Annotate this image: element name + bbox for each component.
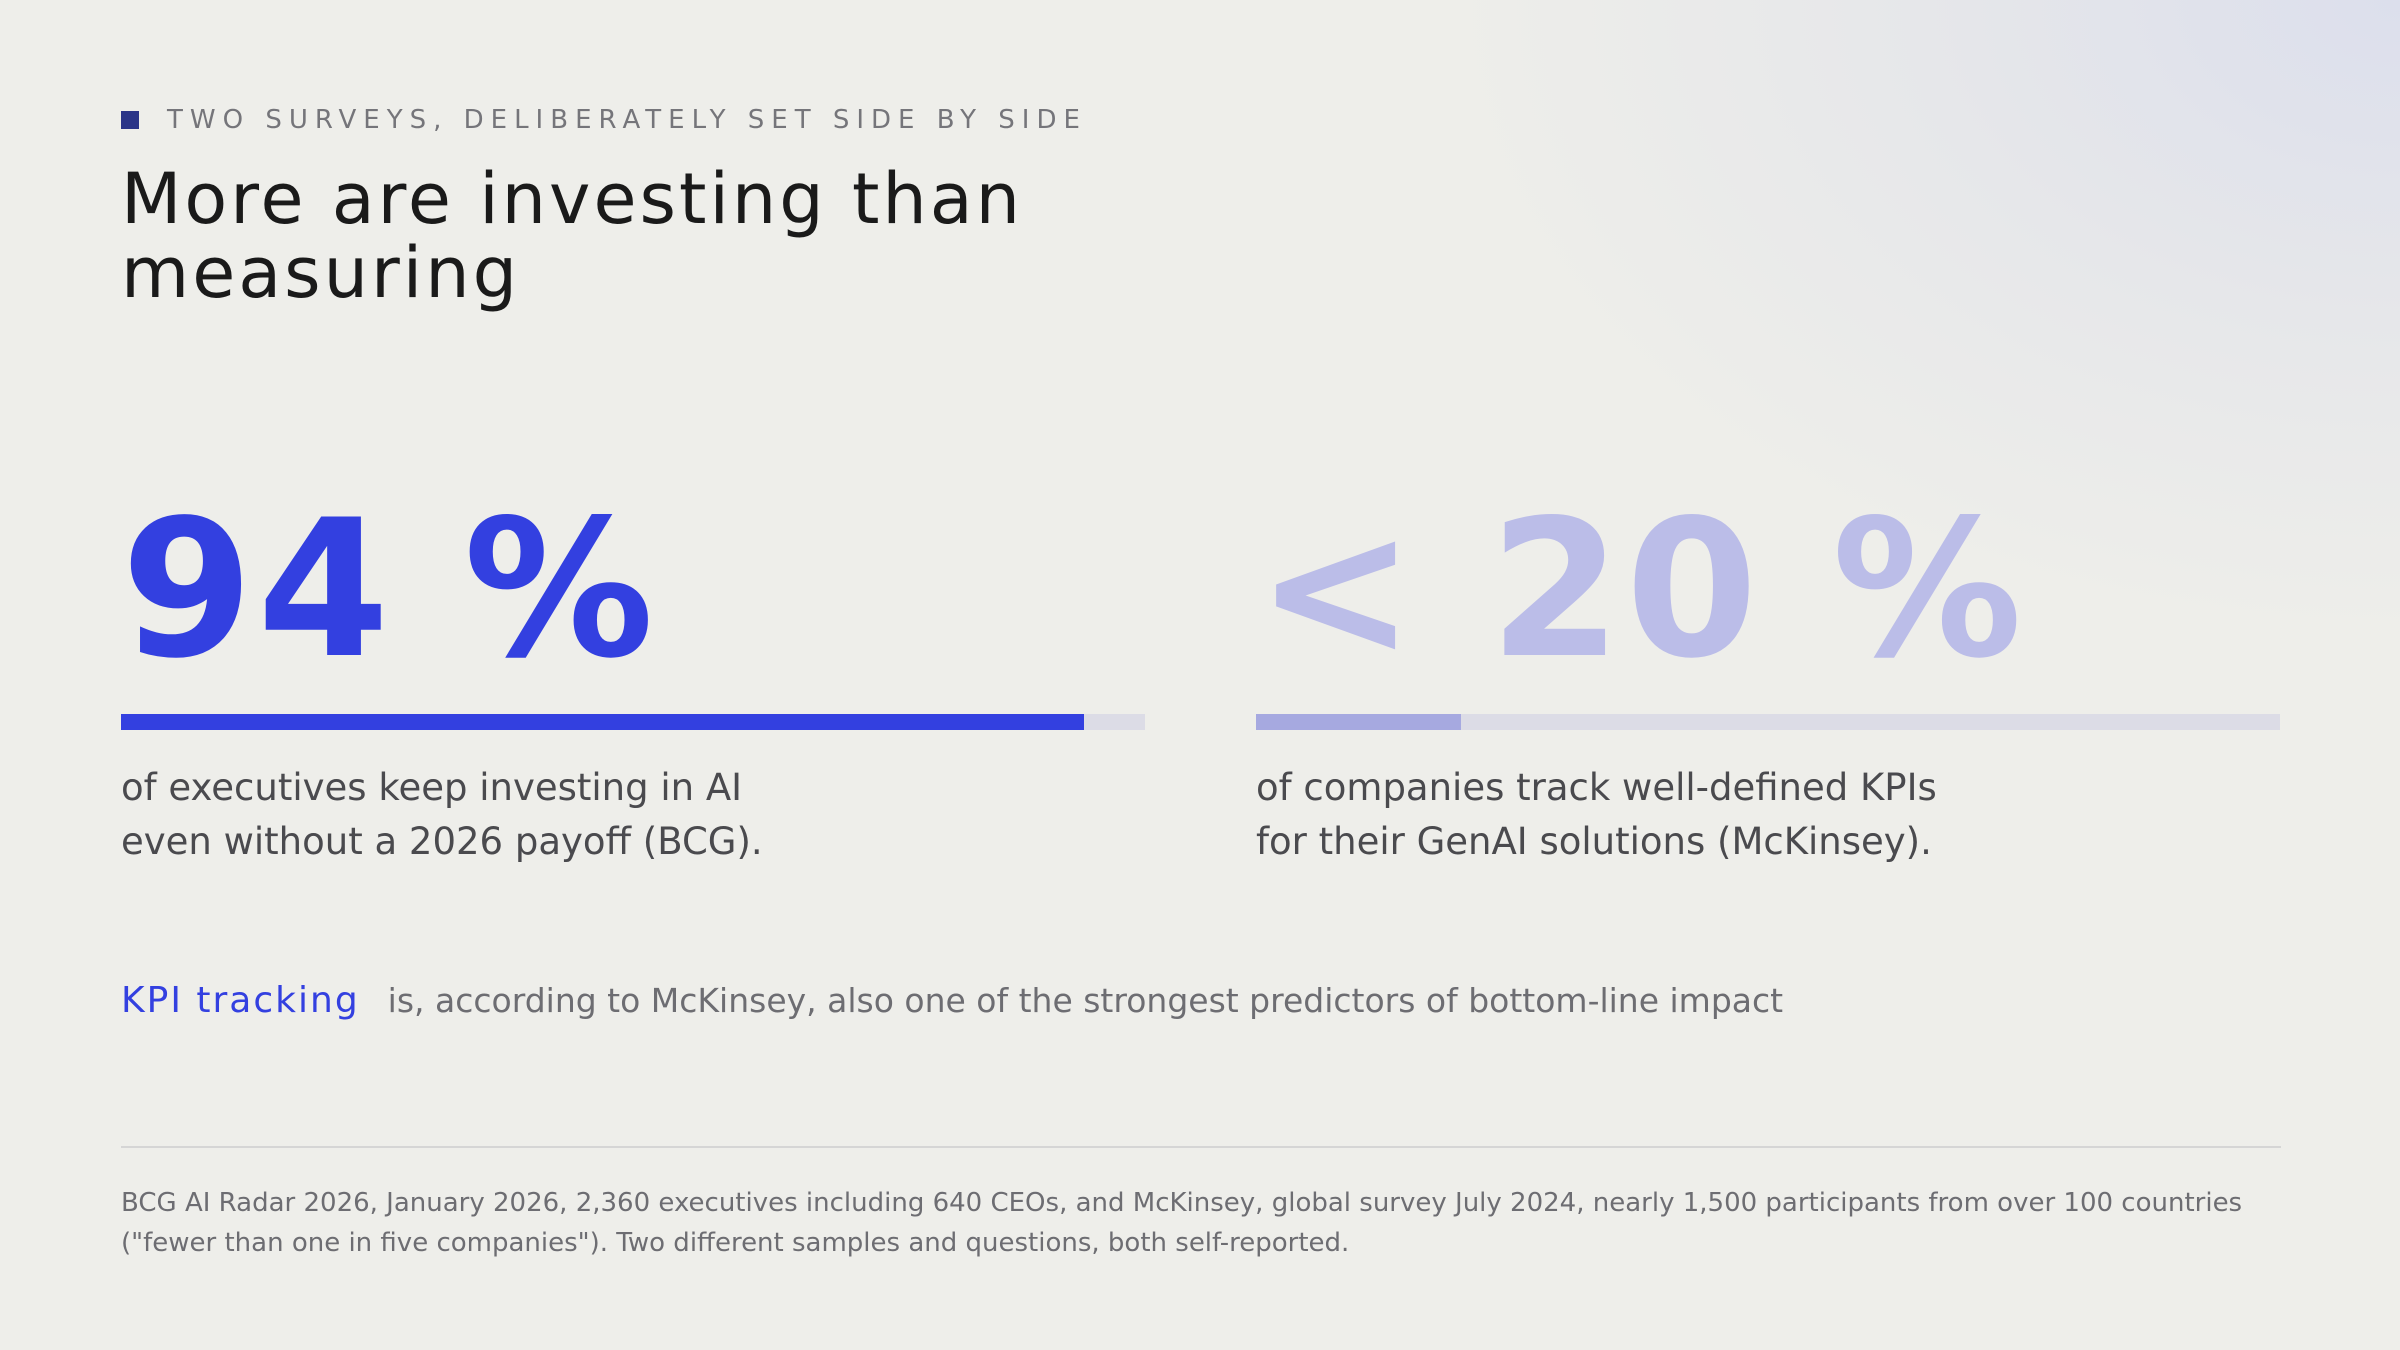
stat-value: 94 % xyxy=(121,479,658,700)
source-footnote: BCG AI Radar 2026, January 2026, 2,360 e… xyxy=(121,1188,2243,1258)
divider xyxy=(121,1146,2281,1148)
slide-title: More are investing than measuring xyxy=(121,158,1024,314)
stat-progress-fill xyxy=(121,714,1084,730)
eyebrow: TWO SURVEYS, DELIBERATELY SET SIDE BY SI… xyxy=(121,105,1087,135)
stat-description: of companies track well-defined KPIs for… xyxy=(1256,766,1937,863)
stat-progress-fill xyxy=(1256,714,1461,730)
kpi-note: KPI tracking is, according to McKinsey, … xyxy=(121,980,1783,1021)
stat-executives-investing: 94 % of executives keep investing in AI … xyxy=(121,479,1145,863)
stat-progress-track xyxy=(1256,714,2280,730)
stat-description: of executives keep investing in AI even … xyxy=(121,766,763,863)
eyebrow-text: TWO SURVEYS, DELIBERATELY SET SIDE BY SI… xyxy=(167,105,1087,135)
stat-progress-track xyxy=(121,714,1145,730)
note-text: is, according to McKinsey, also one of t… xyxy=(387,981,1784,1020)
eyebrow-marker xyxy=(121,111,139,129)
stat-value: < 20 % xyxy=(1256,479,2027,700)
stat-companies-tracking: < 20 % of companies track well-defined K… xyxy=(1256,479,2280,863)
note-keyword: KPI tracking xyxy=(121,980,360,1021)
